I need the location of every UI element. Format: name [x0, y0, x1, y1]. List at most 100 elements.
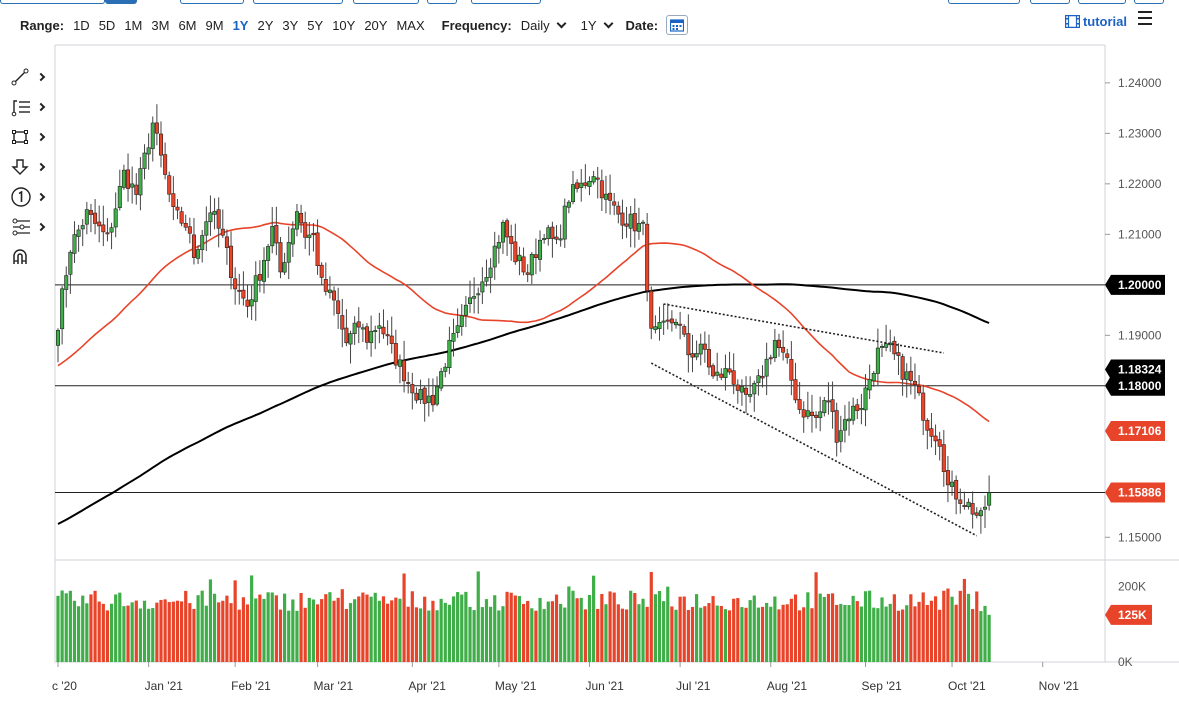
- candle-body: [88, 210, 93, 215]
- annotation-tool[interactable]: [10, 182, 50, 212]
- range-9m-button[interactable]: 9M: [205, 17, 224, 33]
- candle-body: [941, 444, 946, 473]
- volume-bar: [769, 606, 773, 662]
- top-tab[interactable]: [0, 0, 105, 4]
- top-tab[interactable]: [353, 0, 419, 4]
- top-tab[interactable]: [1078, 0, 1126, 4]
- top-tab[interactable]: [948, 0, 1020, 4]
- candle-body: [978, 510, 983, 517]
- volume-bar: [287, 610, 291, 662]
- range-5d-button[interactable]: 5D: [98, 17, 116, 33]
- volume-bar: [765, 602, 769, 662]
- candle-body: [842, 419, 847, 431]
- top-tab[interactable]: [427, 0, 457, 4]
- volume-bar: [534, 610, 538, 662]
- volume-bar: [954, 604, 958, 662]
- time-axis: c '20 Jan '21 Feb '21 Mar '21 Apr '21 May '21…: [52, 662, 1079, 693]
- time-tick-label: Apr '21: [408, 679, 446, 693]
- pattern-tool[interactable]: [10, 212, 50, 242]
- range-2y-button[interactable]: 2Y: [257, 17, 274, 33]
- range-1d-button[interactable]: 1D: [73, 17, 90, 33]
- range-label: Range:: [20, 17, 65, 33]
- range-1y-button[interactable]: 1Y: [232, 17, 249, 33]
- volume-bar: [888, 603, 892, 662]
- candle-body: [632, 213, 637, 232]
- candle-body: [884, 343, 889, 348]
- volume-bar: [151, 608, 155, 662]
- candle-body: [167, 175, 172, 195]
- volume-bar: [929, 600, 934, 662]
- candle-body: [937, 439, 942, 447]
- top-tab[interactable]: [180, 0, 244, 4]
- candle-body: [393, 343, 398, 366]
- trendlines: [650, 303, 978, 537]
- range-5y-button[interactable]: 5Y: [307, 17, 324, 33]
- rectangle-tool[interactable]: [10, 122, 50, 152]
- volume-bar: [77, 606, 81, 662]
- candle-body: [492, 245, 497, 268]
- candle-body: [566, 201, 571, 208]
- range-6m-button[interactable]: 6M: [178, 17, 197, 33]
- range-3m-button[interactable]: 3M: [151, 17, 170, 33]
- top-tab[interactable]: [471, 0, 541, 4]
- range-max-button[interactable]: MAX: [396, 17, 425, 33]
- candle-body: [657, 322, 662, 329]
- candle-body: [875, 347, 880, 374]
- line-draw-tool[interactable]: [10, 62, 50, 92]
- frequency-select[interactable]: Daily: [520, 17, 550, 33]
- top-tab[interactable]: [253, 0, 343, 4]
- top-tab[interactable]: [1134, 0, 1164, 4]
- time-tick-label: Oct '21: [948, 679, 986, 693]
- volume-bar: [616, 604, 620, 662]
- arrow-tool[interactable]: [10, 152, 50, 182]
- magnet-tool[interactable]: [10, 242, 50, 272]
- volume-bar: [645, 606, 649, 662]
- range-20y-button[interactable]: 20Y: [364, 17, 388, 33]
- candle-body: [175, 206, 180, 211]
- volume-bar: [460, 594, 464, 662]
- volume-bar: [315, 604, 320, 662]
- candle-body: [525, 272, 530, 275]
- time-tick-label: Jul '21: [676, 679, 711, 693]
- candle-body: [121, 169, 126, 188]
- volume-bar: [138, 608, 142, 662]
- range-10y-button[interactable]: 10Y: [332, 17, 356, 33]
- candle-body: [855, 404, 860, 411]
- volume-bar: [826, 593, 831, 662]
- volume-bar: [942, 590, 946, 662]
- candle-body: [789, 359, 794, 381]
- volume-bar: [859, 606, 863, 662]
- tutorial-link[interactable]: tutorial: [1064, 14, 1127, 29]
- price-badge-label: 1.18000: [1118, 379, 1162, 393]
- candle-body: [624, 223, 629, 227]
- period-select[interactable]: 1Y: [580, 17, 597, 33]
- volume-last-label: 125K: [1118, 608, 1147, 622]
- volume-bar: [64, 593, 68, 662]
- time-tick-label: Nov '21: [1039, 679, 1080, 693]
- candle-body: [286, 242, 291, 263]
- volume-bar: [410, 591, 414, 662]
- volume-bar: [489, 606, 493, 662]
- hamburger-menu-icon[interactable]: [1138, 11, 1152, 25]
- top-tab[interactable]: [1030, 0, 1070, 4]
- sma-200-path: [57, 283, 990, 525]
- volume-bar: [381, 596, 386, 662]
- top-tab-active[interactable]: [105, 0, 137, 4]
- volume-bar: [624, 609, 629, 662]
- fibonacci-tool[interactable]: [10, 92, 50, 122]
- candle-body: [603, 193, 608, 200]
- drawing-tools-sidebar: [10, 62, 50, 272]
- candle-body: [529, 254, 534, 276]
- candle-body: [299, 212, 304, 224]
- time-tick-label: May '21: [495, 679, 537, 693]
- volume-bar: [217, 602, 221, 662]
- candle-body: [113, 208, 118, 228]
- volume-bar: [299, 593, 303, 662]
- range-1m-button[interactable]: 1M: [124, 17, 143, 33]
- range-3y-button[interactable]: 3Y: [282, 17, 299, 33]
- volume-bar: [134, 600, 138, 662]
- candle-body: [694, 353, 699, 358]
- calendar-icon[interactable]: [666, 15, 689, 35]
- price-badge: [1105, 482, 1165, 503]
